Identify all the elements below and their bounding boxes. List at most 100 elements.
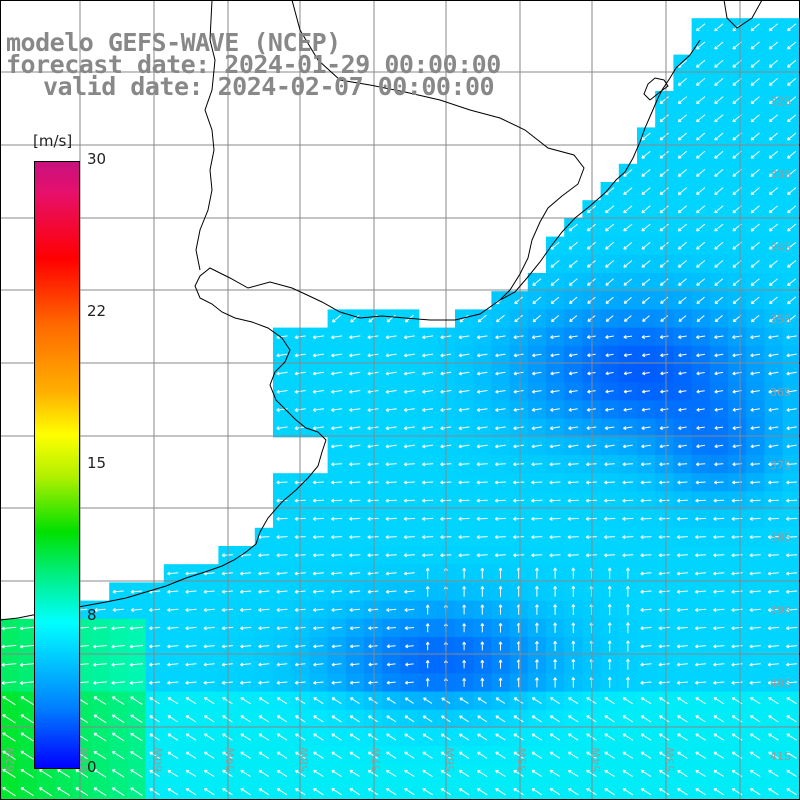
wind-arrow — [458, 553, 470, 558]
wind-arrow — [640, 751, 652, 759]
wind-arrow — [276, 788, 288, 796]
wind-arrow — [462, 623, 467, 633]
wind-arrow — [513, 353, 524, 358]
wind-arrow — [749, 662, 761, 667]
wind-arrow — [768, 78, 779, 86]
wind-arrow — [368, 697, 378, 704]
wind-arrow — [495, 715, 506, 723]
wind-arrow — [768, 241, 779, 250]
wind-arrow — [476, 389, 488, 394]
wind-arrow — [312, 389, 324, 394]
wind-arrow — [695, 680, 707, 685]
wind-arrow — [331, 516, 343, 521]
wind-arrow — [623, 205, 633, 214]
wind-arrow — [786, 371, 797, 376]
wind-arrow — [111, 696, 125, 705]
wind-arrow — [696, 132, 706, 141]
wind-arrow — [513, 480, 525, 485]
colorbar-gradient — [34, 161, 80, 769]
wind-arrow — [111, 787, 125, 796]
wind-arrow — [567, 788, 579, 796]
wind-arrow — [240, 626, 252, 631]
wind-arrow — [658, 608, 670, 612]
wind-arrow — [695, 715, 706, 723]
wind-arrow — [787, 23, 797, 32]
wind-arrow — [167, 788, 179, 796]
wind-arrow — [477, 697, 487, 704]
wind-arrow — [786, 608, 798, 612]
wind-arrow — [513, 769, 524, 778]
wind-arrow — [458, 498, 470, 503]
wind-arrow — [330, 335, 343, 340]
wind-arrow — [422, 498, 434, 503]
wind-arrow — [422, 426, 434, 431]
wind-arrow — [130, 751, 143, 760]
wind-arrow — [312, 426, 324, 431]
wind-arrow — [240, 571, 252, 576]
wind-arrow — [786, 408, 797, 412]
wind-arrow — [749, 571, 761, 576]
wind-arrow — [422, 335, 434, 340]
wind-arrow — [313, 697, 324, 705]
wind-arrow — [731, 680, 743, 685]
wind-arrow — [714, 114, 724, 123]
wind-arrow — [385, 462, 397, 467]
wind-arrow — [240, 697, 251, 705]
wind-arrow — [787, 150, 797, 159]
wind-arrow — [404, 697, 414, 704]
lat-label: 36S — [770, 386, 791, 399]
wind-arrow — [130, 589, 142, 594]
wind-arrow — [495, 353, 506, 358]
wind-arrow — [568, 241, 578, 250]
wind-arrow — [312, 516, 324, 521]
wind-arrow — [750, 78, 760, 86]
wind-arrow — [404, 733, 415, 741]
wind-arrow — [658, 516, 670, 521]
wind-arrow — [659, 150, 669, 159]
wind-arrow — [404, 608, 415, 612]
wind-arrow — [20, 714, 34, 724]
wind-arrow — [550, 389, 560, 394]
wind-arrow — [750, 480, 761, 485]
wind-arrow — [622, 715, 634, 723]
wind-arrow — [660, 315, 669, 322]
wind-arrow — [403, 389, 415, 394]
wind-arrow — [476, 788, 488, 796]
wind-arrow — [531, 516, 543, 521]
wind-arrow — [276, 680, 288, 685]
wind-arrow — [696, 41, 706, 50]
wind-arrow — [403, 553, 415, 558]
wind-arrow — [641, 353, 650, 358]
wind-arrow — [149, 733, 160, 741]
wind-arrow — [313, 644, 324, 649]
wind-arrow — [331, 589, 343, 594]
wind-arrow — [625, 585, 630, 597]
wind-arrow — [750, 23, 760, 32]
wind-arrow — [714, 132, 724, 141]
wind-arrow — [258, 715, 270, 723]
wind-arrow — [750, 223, 760, 232]
wind-arrow — [714, 59, 724, 68]
wind-arrow — [404, 589, 415, 594]
wind-arrow — [731, 535, 743, 540]
wind-arrow — [750, 335, 761, 340]
wind-arrow — [640, 769, 652, 778]
wind-arrow — [513, 408, 524, 412]
wind-arrow — [149, 662, 161, 667]
wind-arrow — [498, 567, 503, 579]
wind-arrow — [676, 553, 688, 558]
wind-arrow — [623, 353, 632, 358]
wind-arrow — [385, 769, 397, 778]
wind-arrow — [276, 608, 288, 612]
wind-arrow — [640, 589, 652, 594]
wind-arrow — [768, 751, 779, 759]
wind-arrow — [93, 769, 107, 778]
wind-arrow — [714, 187, 724, 196]
lon-label: 59W — [224, 747, 237, 772]
wind-arrow — [714, 96, 724, 105]
wind-arrow — [349, 389, 361, 394]
wind-arrow — [678, 278, 687, 286]
wind-arrow — [258, 769, 270, 778]
wind-arrow — [498, 659, 503, 669]
